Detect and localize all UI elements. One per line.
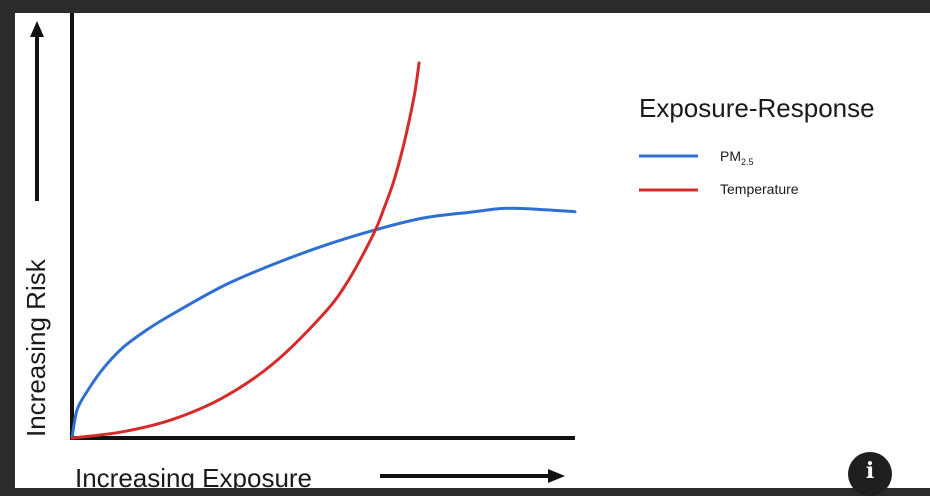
- info-icon[interactable]: i: [848, 452, 892, 496]
- legend-label-pm25-main: PM: [720, 148, 741, 164]
- exposure-response-chart: Increasing Risk Increasing Exposure Expo…: [21, 13, 875, 488]
- series-line-pm25: [70, 206, 577, 440]
- y-axis-label: Increasing Risk: [21, 258, 51, 437]
- x-axis-arrowhead: [548, 469, 565, 483]
- series-layer: [70, 61, 577, 440]
- legend-label-pm25: PM2.5: [720, 148, 754, 167]
- y-axis-arrowhead: [30, 21, 44, 37]
- series-line-temperature: [70, 61, 421, 440]
- legend-label-temperature: Temperature: [720, 181, 799, 197]
- legend-title: Exposure-Response: [639, 93, 875, 123]
- x-axis-label: Increasing Exposure: [75, 463, 312, 488]
- chart-frame: Increasing Risk Increasing Exposure Expo…: [15, 13, 930, 488]
- legend-label-pm25-sub: 2.5: [741, 157, 754, 167]
